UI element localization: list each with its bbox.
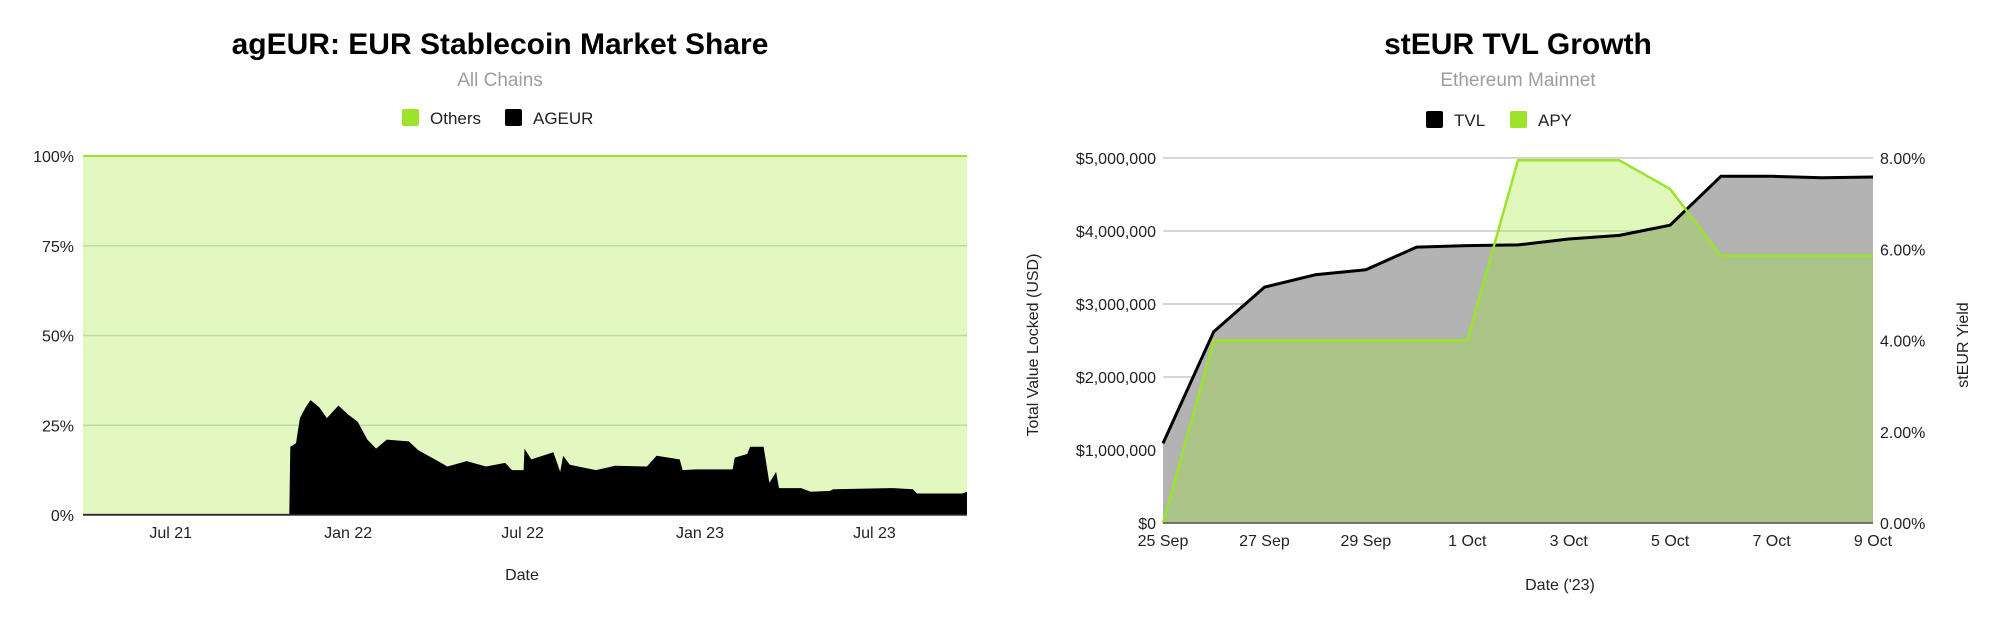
apy-line	[1161, 159, 1873, 524]
plot-area: 0% 25% 50% 75% 100% Jul 21 Jan 22 Jul 22 Jan 23 J…	[33, 149, 967, 542]
legend: Others AGEUR	[402, 109, 593, 128]
y-tick-label: 0%	[51, 508, 74, 525]
ageur-area	[83, 400, 967, 515]
x-tick-label: 7 Oct	[1752, 533, 1791, 550]
legend-swatch-tvl	[1426, 111, 1443, 128]
legend-swatch-apy	[1510, 111, 1527, 128]
x-tick-label: Jan 22	[324, 525, 372, 542]
y-tick-label-left: $0	[1138, 516, 1156, 533]
plot-area: $0 $1,000,000 $2,000,000 $3,000,000 $4,000,0…	[1076, 151, 1925, 550]
legend-swatch-ageur	[505, 109, 522, 126]
x-axis-title: Date	[505, 567, 539, 584]
legend-label-others[interactable]: Others	[430, 109, 481, 128]
y-tick-label: 100%	[33, 149, 74, 166]
x-tick-label: 1 Oct	[1448, 533, 1487, 550]
legend-label-ageur[interactable]: AGEUR	[533, 109, 593, 128]
x-tick-label: 5 Oct	[1651, 533, 1690, 550]
y-tick-label-left: $1,000,000	[1076, 443, 1156, 460]
y-tick-label-left: $3,000,000	[1076, 297, 1156, 314]
y-tick-label-right: 2.00%	[1880, 425, 1925, 442]
y-axis-title-right: stEUR Yield	[1955, 302, 1972, 387]
x-tick-label: Jul 23	[853, 525, 896, 542]
y-tick-label: 25%	[42, 418, 74, 435]
x-tick-label: Jan 23	[676, 525, 724, 542]
legend: TVL APY	[1426, 111, 1572, 130]
x-tick-label: Jul 21	[149, 525, 192, 542]
y-tick-label-right: 4.00%	[1880, 334, 1925, 351]
x-tick-label: 9 Oct	[1854, 533, 1893, 550]
legend-swatch-others	[402, 109, 419, 126]
x-tick-label: 3 Oct	[1550, 533, 1589, 550]
y-tick-label-left: $2,000,000	[1076, 370, 1156, 387]
legend-label-apy[interactable]: APY	[1538, 111, 1572, 130]
y-tick-label: 50%	[42, 329, 74, 346]
tvl-growth-chart: stEUR TVL Growth Ethereum Mainnet TVL AP…	[1025, 28, 1972, 594]
x-tick-label: Jul 22	[501, 525, 544, 542]
apy-area	[1163, 160, 1873, 524]
y-tick-label-right: 8.00%	[1880, 151, 1925, 168]
x-axis-title: Date ('23)	[1525, 577, 1595, 594]
x-tick-label: 25 Sep	[1138, 533, 1189, 550]
y-tick-label-left: $4,000,000	[1076, 224, 1156, 241]
chart-subtitle: Ethereum Mainnet	[1440, 70, 1596, 91]
tvl-line	[1161, 174, 1874, 445]
chart-title: agEUR: EUR Stablecoin Market Share	[232, 28, 769, 61]
y-axis-title-left: Total Value Locked (USD)	[1025, 254, 1042, 437]
market-share-chart: agEUR: EUR Stablecoin Market Share All C…	[33, 28, 967, 584]
tvl-area	[1163, 176, 1873, 524]
y-tick-label: 75%	[42, 239, 74, 256]
y-tick-label-right: 0.00%	[1880, 516, 1925, 533]
x-tick-label: 29 Sep	[1340, 533, 1391, 550]
y-tick-label-right: 6.00%	[1880, 242, 1925, 259]
chart-title: stEUR TVL Growth	[1384, 28, 1652, 61]
legend-label-tvl[interactable]: TVL	[1454, 111, 1485, 130]
x-tick-label: 27 Sep	[1239, 533, 1290, 550]
chart-subtitle: All Chains	[457, 70, 543, 91]
y-tick-label-left: $5,000,000	[1076, 151, 1156, 168]
